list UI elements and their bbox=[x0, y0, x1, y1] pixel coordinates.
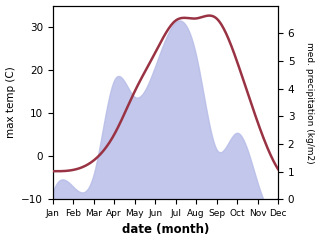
Y-axis label: max temp (C): max temp (C) bbox=[5, 67, 16, 138]
Y-axis label: med. precipitation (kg/m2): med. precipitation (kg/m2) bbox=[306, 42, 315, 163]
X-axis label: date (month): date (month) bbox=[122, 223, 209, 236]
